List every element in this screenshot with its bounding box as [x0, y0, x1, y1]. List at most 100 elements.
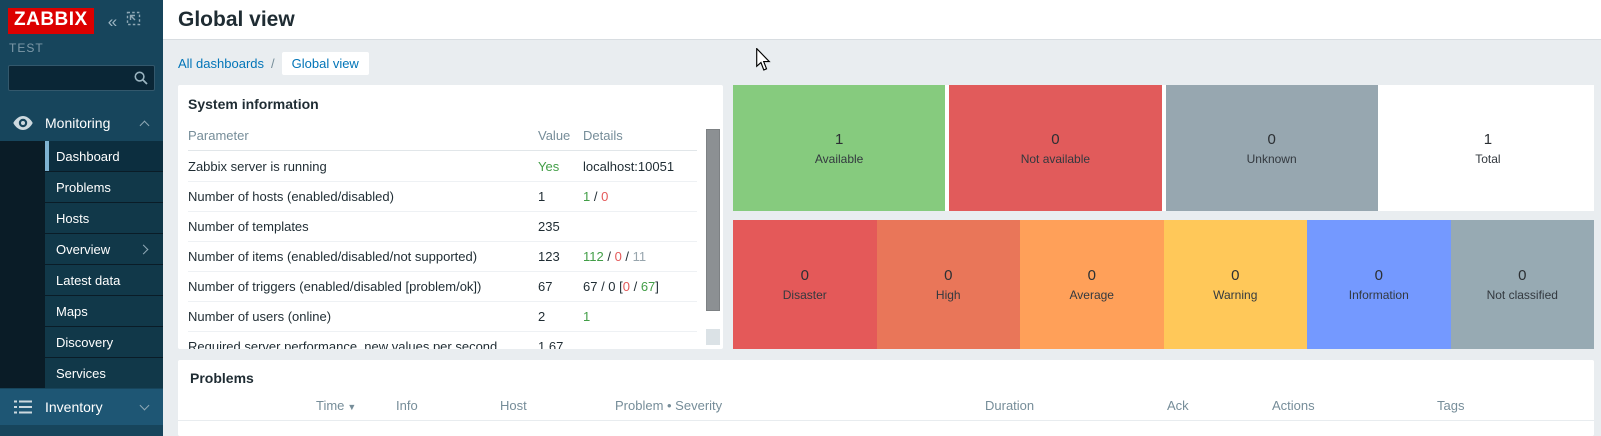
breadcrumb-link-all-dashboards[interactable]: All dashboards — [178, 55, 264, 71]
column-header-label: Time — [316, 398, 345, 413]
cell-parameter: Number of triggers (enabled/disabled [pr… — [188, 279, 482, 294]
scrollbar-track[interactable] — [706, 329, 720, 345]
sidebar-item-problems[interactable]: Problems — [45, 172, 163, 202]
scrollbar[interactable] — [706, 123, 720, 345]
stat-count: 0 — [1087, 267, 1096, 284]
collapse-sidebar-icon[interactable]: « — [107, 11, 118, 31]
cell-parameter: Number of hosts (enabled/disabled) — [188, 189, 394, 204]
host-availability-widget: 1 Available 0 Not available 0 Unknown 1 … — [733, 85, 1594, 211]
breadcrumb-current[interactable]: Global view — [281, 51, 369, 75]
cell-value: 235 — [538, 219, 560, 234]
system-information-widget: System information Parameter Value Detai… — [178, 85, 723, 349]
menu-section-label: Monitoring — [45, 115, 111, 131]
table-row: Number of triggers (enabled/disabled [pr… — [188, 271, 697, 301]
zabbix-logo[interactable]: ZABBIX — [8, 8, 94, 34]
stat-count: 0 — [800, 267, 809, 284]
column-header-actions[interactable]: Actions — [1272, 398, 1315, 413]
widget-title: System information — [188, 96, 319, 112]
stat-label: Available — [814, 151, 864, 166]
breadcrumb-separator: / — [271, 55, 275, 71]
menu-section-label: Inventory — [45, 399, 103, 415]
sidebar-item-label: Problems — [56, 179, 111, 195]
column-header-tags[interactable]: Tags — [1437, 398, 1465, 413]
sidebar: ZABBIX « TEST — [0, 0, 163, 436]
availability-box-total: 1 Total — [1381, 85, 1594, 211]
cell-details: 112 / 0 / 11 — [583, 249, 697, 264]
sidebar-item-discovery[interactable]: Discovery — [45, 327, 163, 357]
stat-label: Not available — [1020, 151, 1091, 166]
sidebar-item-label: Hosts — [56, 210, 90, 226]
detail-segment: 1 — [583, 189, 591, 204]
cell-parameter: Required server performance, new values … — [188, 339, 498, 349]
cell-value: 67 — [538, 279, 553, 294]
column-header-info[interactable]: Info — [396, 398, 418, 413]
menu-section-inventory[interactable]: Inventory — [0, 389, 163, 425]
chevron-right-icon — [138, 244, 149, 255]
stat-label: Disaster — [782, 288, 827, 302]
detail-segment: / — [621, 249, 633, 264]
environment-badge: TEST — [9, 41, 44, 55]
severity-box-warning: 0 Warning — [1163, 220, 1307, 349]
stat-label: Warning — [1213, 288, 1258, 302]
detail-segment: 112 — [583, 249, 604, 264]
sidebar-item-latest-data[interactable]: Latest data — [45, 265, 163, 295]
widget-title: Problems — [190, 370, 254, 386]
sidebar-item-maps[interactable]: Maps — [45, 296, 163, 326]
cell-parameter: Number of templates — [188, 219, 309, 234]
cell-value: 123 — [538, 249, 560, 264]
stat-count: 1 — [834, 130, 844, 148]
menu-section-monitoring[interactable]: Monitoring — [0, 105, 163, 141]
main-menu: Monitoring Dashboard Problems Hosts Over… — [0, 105, 163, 425]
sidebar-item-dashboard[interactable]: Dashboard — [45, 141, 163, 171]
column-header-details: Details — [583, 128, 623, 143]
column-header-problem-severity[interactable]: Problem • Severity — [615, 398, 723, 413]
sidebar-item-label: Discovery — [56, 334, 114, 350]
chevron-down-icon — [139, 400, 150, 411]
page-title: Global view — [178, 7, 295, 31]
table-header-row: Parameter Value Details — [188, 121, 697, 151]
header-divider — [178, 420, 1594, 421]
page-header: Global view — [163, 0, 1601, 40]
sidebar-item-label: Overview — [56, 241, 111, 257]
stat-count: 0 — [944, 267, 953, 284]
column-header-parameter: Parameter — [188, 128, 249, 143]
detail-segment: 67 / 0 [ — [583, 279, 623, 294]
stat-label: Unknown — [1246, 151, 1297, 166]
scrollbar-thumb[interactable] — [706, 129, 720, 312]
eye-icon — [0, 116, 45, 130]
sidebar-item-overview[interactable]: Overview — [45, 234, 163, 264]
monitoring-submenu: Dashboard Problems Hosts Overview Latest… — [0, 141, 163, 388]
cell-parameter: Number of items (enabled/disabled/not su… — [188, 249, 478, 264]
sidebar-item-services[interactable]: Services — [45, 358, 163, 388]
column-header-duration[interactable]: Duration — [985, 398, 1035, 413]
chevron-up-icon — [139, 120, 150, 131]
table-row: Zabbix server is running Yes localhost:1… — [188, 151, 697, 181]
detail-segment: / — [590, 189, 602, 204]
column-header-ack[interactable]: Ack — [1167, 398, 1189, 413]
column-header-host[interactable]: Host — [500, 398, 527, 413]
detail-segment: 1 — [583, 309, 591, 324]
sidebar-item-label: Services — [56, 365, 106, 381]
table-row: Number of hosts (enabled/disabled) 1 1 /… — [188, 181, 697, 211]
availability-box-not-available: 0 Not available — [949, 85, 1162, 211]
stat-count: 1 — [1483, 130, 1493, 148]
search-icon[interactable] — [134, 71, 148, 90]
problems-by-severity-widget: 0 Disaster 0 High 0 Average 0 Warning — [733, 220, 1594, 349]
detail-segment: 67 — [640, 279, 656, 294]
detail-segment: localhost:10051 — [583, 158, 675, 174]
column-header-time[interactable]: Time ▼ — [316, 398, 356, 413]
availability-box-available: 1 Available — [733, 85, 946, 211]
table-row: Number of templates 235 — [188, 211, 697, 241]
sidebar-search-input[interactable] — [8, 65, 155, 91]
cell-parameter: Number of users (online) — [188, 309, 332, 324]
detail-segment: 11 — [632, 249, 647, 264]
cell-parameter: Zabbix server is running — [188, 158, 327, 174]
sidebar-item-hosts[interactable]: Hosts — [45, 203, 163, 233]
stat-label: Information — [1348, 288, 1409, 302]
content-area: All dashboards / Global view System info… — [163, 41, 1601, 436]
cell-value: 1.67 — [538, 339, 564, 349]
stat-count: 0 — [1267, 130, 1276, 148]
pin-sidebar-icon[interactable] — [126, 11, 141, 31]
severity-box-not-classified: 0 Not classified — [1450, 220, 1594, 349]
